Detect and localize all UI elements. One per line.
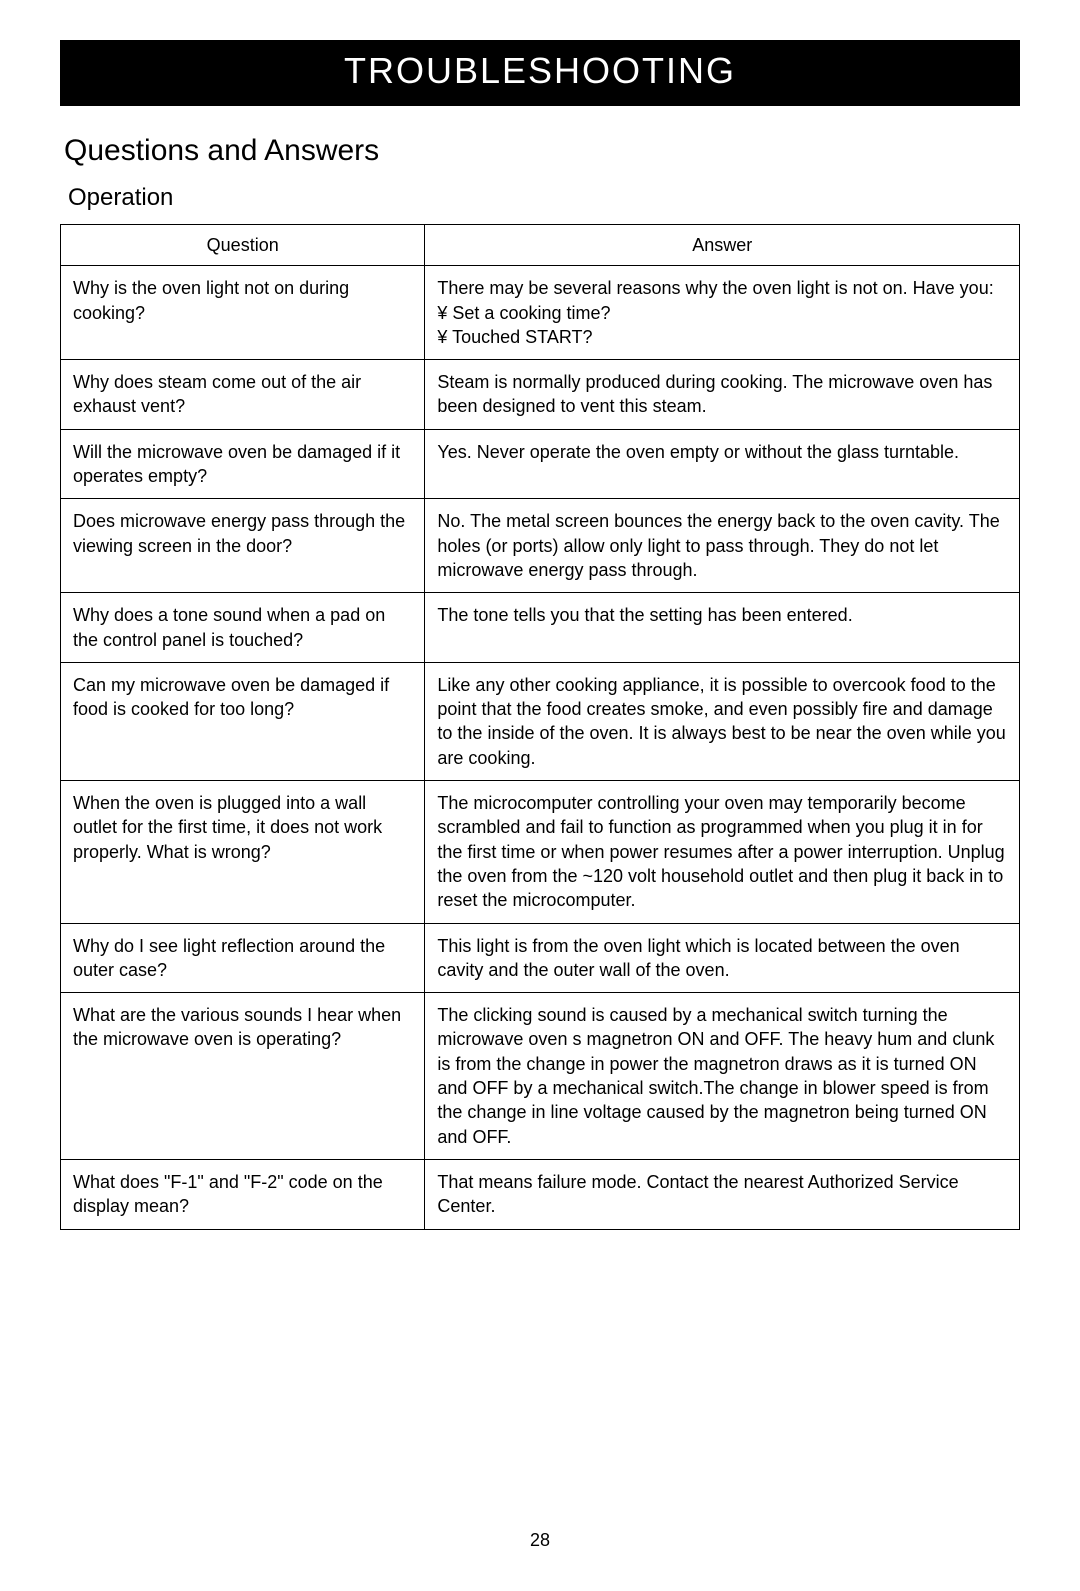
page-banner: TROUBLESHOOTING xyxy=(60,40,1020,106)
question-cell: Why does a tone sound when a pad on the … xyxy=(61,593,425,663)
question-cell: Does microwave energy pass through the v… xyxy=(61,499,425,593)
table-row: What are the various sounds I hear when … xyxy=(61,993,1020,1160)
answer-cell: Yes. Never operate the oven empty or wit… xyxy=(425,429,1020,499)
answer-cell: Steam is normally produced during cookin… xyxy=(425,360,1020,430)
answer-cell: That means failure mode. Contact the nea… xyxy=(425,1159,1020,1229)
question-cell: Why does steam come out of the air exhau… xyxy=(61,360,425,430)
answer-cell: The clicking sound is caused by a mechan… xyxy=(425,993,1020,1160)
table-row: Will the microwave oven be damaged if it… xyxy=(61,429,1020,499)
header-question: Question xyxy=(61,225,425,266)
table-row: Does microwave energy pass through the v… xyxy=(61,499,1020,593)
answer-cell: No. The metal screen bounces the energy … xyxy=(425,499,1020,593)
qa-table: Question Answer Why is the oven light no… xyxy=(60,224,1020,1230)
table-row: What does "F-1" and "F-2" code on the di… xyxy=(61,1159,1020,1229)
answer-cell: Like any other cooking appliance, it is … xyxy=(425,662,1020,780)
question-cell: What does "F-1" and "F-2" code on the di… xyxy=(61,1159,425,1229)
answer-cell: This light is from the oven light which … xyxy=(425,923,1020,993)
table-row: Can my microwave oven be damaged if food… xyxy=(61,662,1020,780)
table-header-row: Question Answer xyxy=(61,225,1020,266)
table-row: When the oven is plugged into a wall out… xyxy=(61,781,1020,923)
sub-section-title: Operation xyxy=(68,184,1020,212)
question-cell: When the oven is plugged into a wall out… xyxy=(61,781,425,923)
page-number: 28 xyxy=(60,1530,1020,1551)
question-cell: Can my microwave oven be damaged if food… xyxy=(61,662,425,780)
table-row: Why is the oven light not on during cook… xyxy=(61,266,1020,360)
answer-cell: The tone tells you that the setting has … xyxy=(425,593,1020,663)
table-row: Why does a tone sound when a pad on the … xyxy=(61,593,1020,663)
table-row: Why do I see light reflection around the… xyxy=(61,923,1020,993)
answer-cell: The microcomputer controlling your oven … xyxy=(425,781,1020,923)
table-row: Why does steam come out of the air exhau… xyxy=(61,360,1020,430)
header-answer: Answer xyxy=(425,225,1020,266)
section-title: Questions and Answers xyxy=(64,134,1020,168)
answer-cell: There may be several reasons why the ove… xyxy=(425,266,1020,360)
question-cell: Will the microwave oven be damaged if it… xyxy=(61,429,425,499)
question-cell: Why do I see light reflection around the… xyxy=(61,923,425,993)
question-cell: Why is the oven light not on during cook… xyxy=(61,266,425,360)
question-cell: What are the various sounds I hear when … xyxy=(61,993,425,1160)
